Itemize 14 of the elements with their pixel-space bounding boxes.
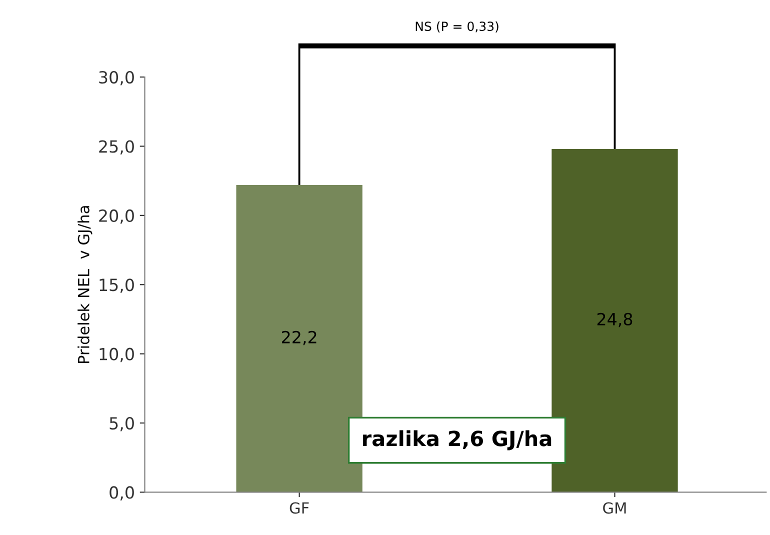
y-tick-label: 0,0 <box>110 486 134 500</box>
text: NS (P = 0,33) <box>416 21 498 32</box>
y-axis-title: Pridelek NEL v GJ/ha <box>78 206 92 363</box>
x-tick-label: GF <box>290 502 309 514</box>
y-tick-label: 10,0 <box>100 348 134 362</box>
x-tick-label: GM <box>603 502 626 514</box>
data-label: 22,2 <box>282 330 316 346</box>
y-tick-label: 30,0 <box>99 71 134 86</box>
data-label: 24,8 <box>597 312 632 328</box>
annotation: razlika 2,6 GJ/ha <box>363 430 552 450</box>
y-tick-label: 5,0 <box>110 416 134 432</box>
y-tick-label: 20,0 <box>99 209 134 224</box>
y-tick-label: 25,0 <box>99 140 134 155</box>
y-tick-label: 15,0 <box>100 278 134 293</box>
